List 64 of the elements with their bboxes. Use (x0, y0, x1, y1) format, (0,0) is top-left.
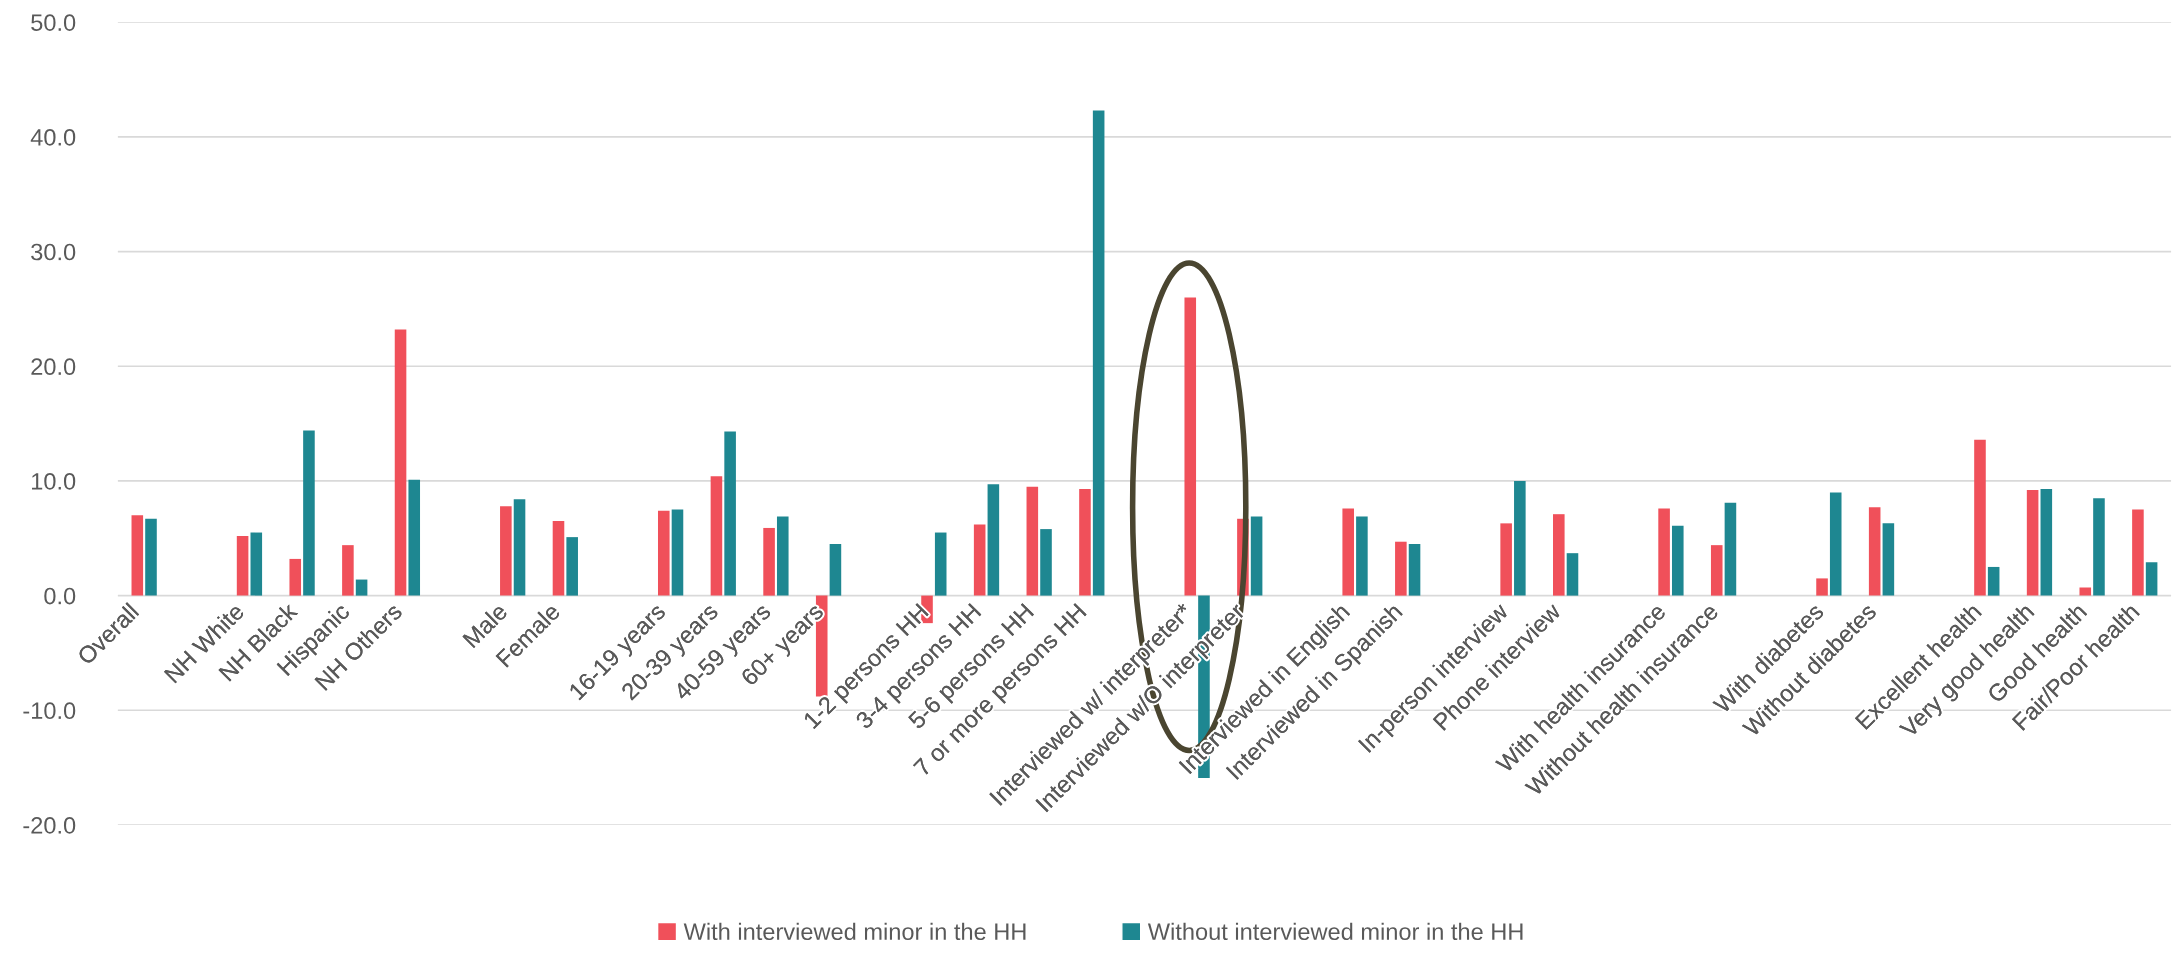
bar (2040, 488, 2053, 596)
y-tick-label: -10.0 (23, 702, 76, 720)
bar (2132, 509, 2144, 596)
bar (1092, 110, 1105, 596)
bar (2093, 498, 2105, 596)
bar (1868, 507, 1881, 596)
bar (1184, 297, 1197, 596)
bar (1816, 578, 1828, 596)
y-tick-label: 40.0 (30, 128, 76, 146)
y-tick-label: 10.0 (32, 473, 76, 490)
bar (671, 509, 684, 596)
y-tick-label: 20.0 (31, 358, 76, 376)
bar (289, 558, 302, 596)
bar (500, 506, 512, 596)
bar (1974, 439, 1986, 596)
bar (1658, 508, 1670, 596)
bar (303, 430, 315, 596)
bar (513, 499, 526, 596)
bar (1500, 523, 1512, 596)
bar (973, 524, 986, 596)
bar (1724, 502, 1737, 596)
bar (408, 479, 421, 596)
bar (1026, 486, 1039, 596)
bar (131, 515, 144, 596)
bar (710, 476, 723, 596)
y-tick-label: 30.0 (31, 243, 76, 261)
bar (829, 544, 842, 596)
bar (1250, 516, 1263, 596)
y-tick-label: -20.0 (23, 817, 76, 834)
bar (1553, 514, 1565, 596)
bar (1987, 566, 2000, 596)
bar (1566, 553, 1579, 596)
bar (552, 521, 565, 596)
bar (1395, 541, 1407, 596)
bar (1671, 525, 1684, 596)
bar (1342, 508, 1354, 596)
bar (355, 579, 368, 596)
bar (250, 532, 263, 596)
bar (657, 510, 670, 596)
bar (724, 431, 736, 596)
bar (1040, 529, 1052, 596)
bar (987, 484, 1000, 596)
bar (763, 527, 775, 596)
bar (145, 518, 157, 596)
bar (1079, 488, 1091, 596)
bar (342, 545, 354, 596)
bar (934, 532, 947, 596)
y-tick-label: 50.0 (31, 14, 76, 32)
legend-label: Without interviewed minor in the HH (1147, 922, 1523, 941)
bar (1356, 516, 1368, 596)
bar (2079, 587, 2092, 596)
bar (1514, 480, 1526, 596)
bar (1408, 544, 1421, 596)
y-tick-label: 0.0 (44, 587, 76, 605)
bar (1882, 523, 1895, 596)
bar (776, 516, 789, 596)
legend-label: With interviewed minor in the HH (683, 922, 1026, 941)
bar (236, 535, 249, 596)
bar (566, 537, 578, 596)
bar (2145, 562, 2158, 596)
bar (394, 329, 407, 596)
bar (1710, 545, 1723, 596)
bar (2026, 490, 2039, 596)
bar (1829, 492, 1842, 596)
